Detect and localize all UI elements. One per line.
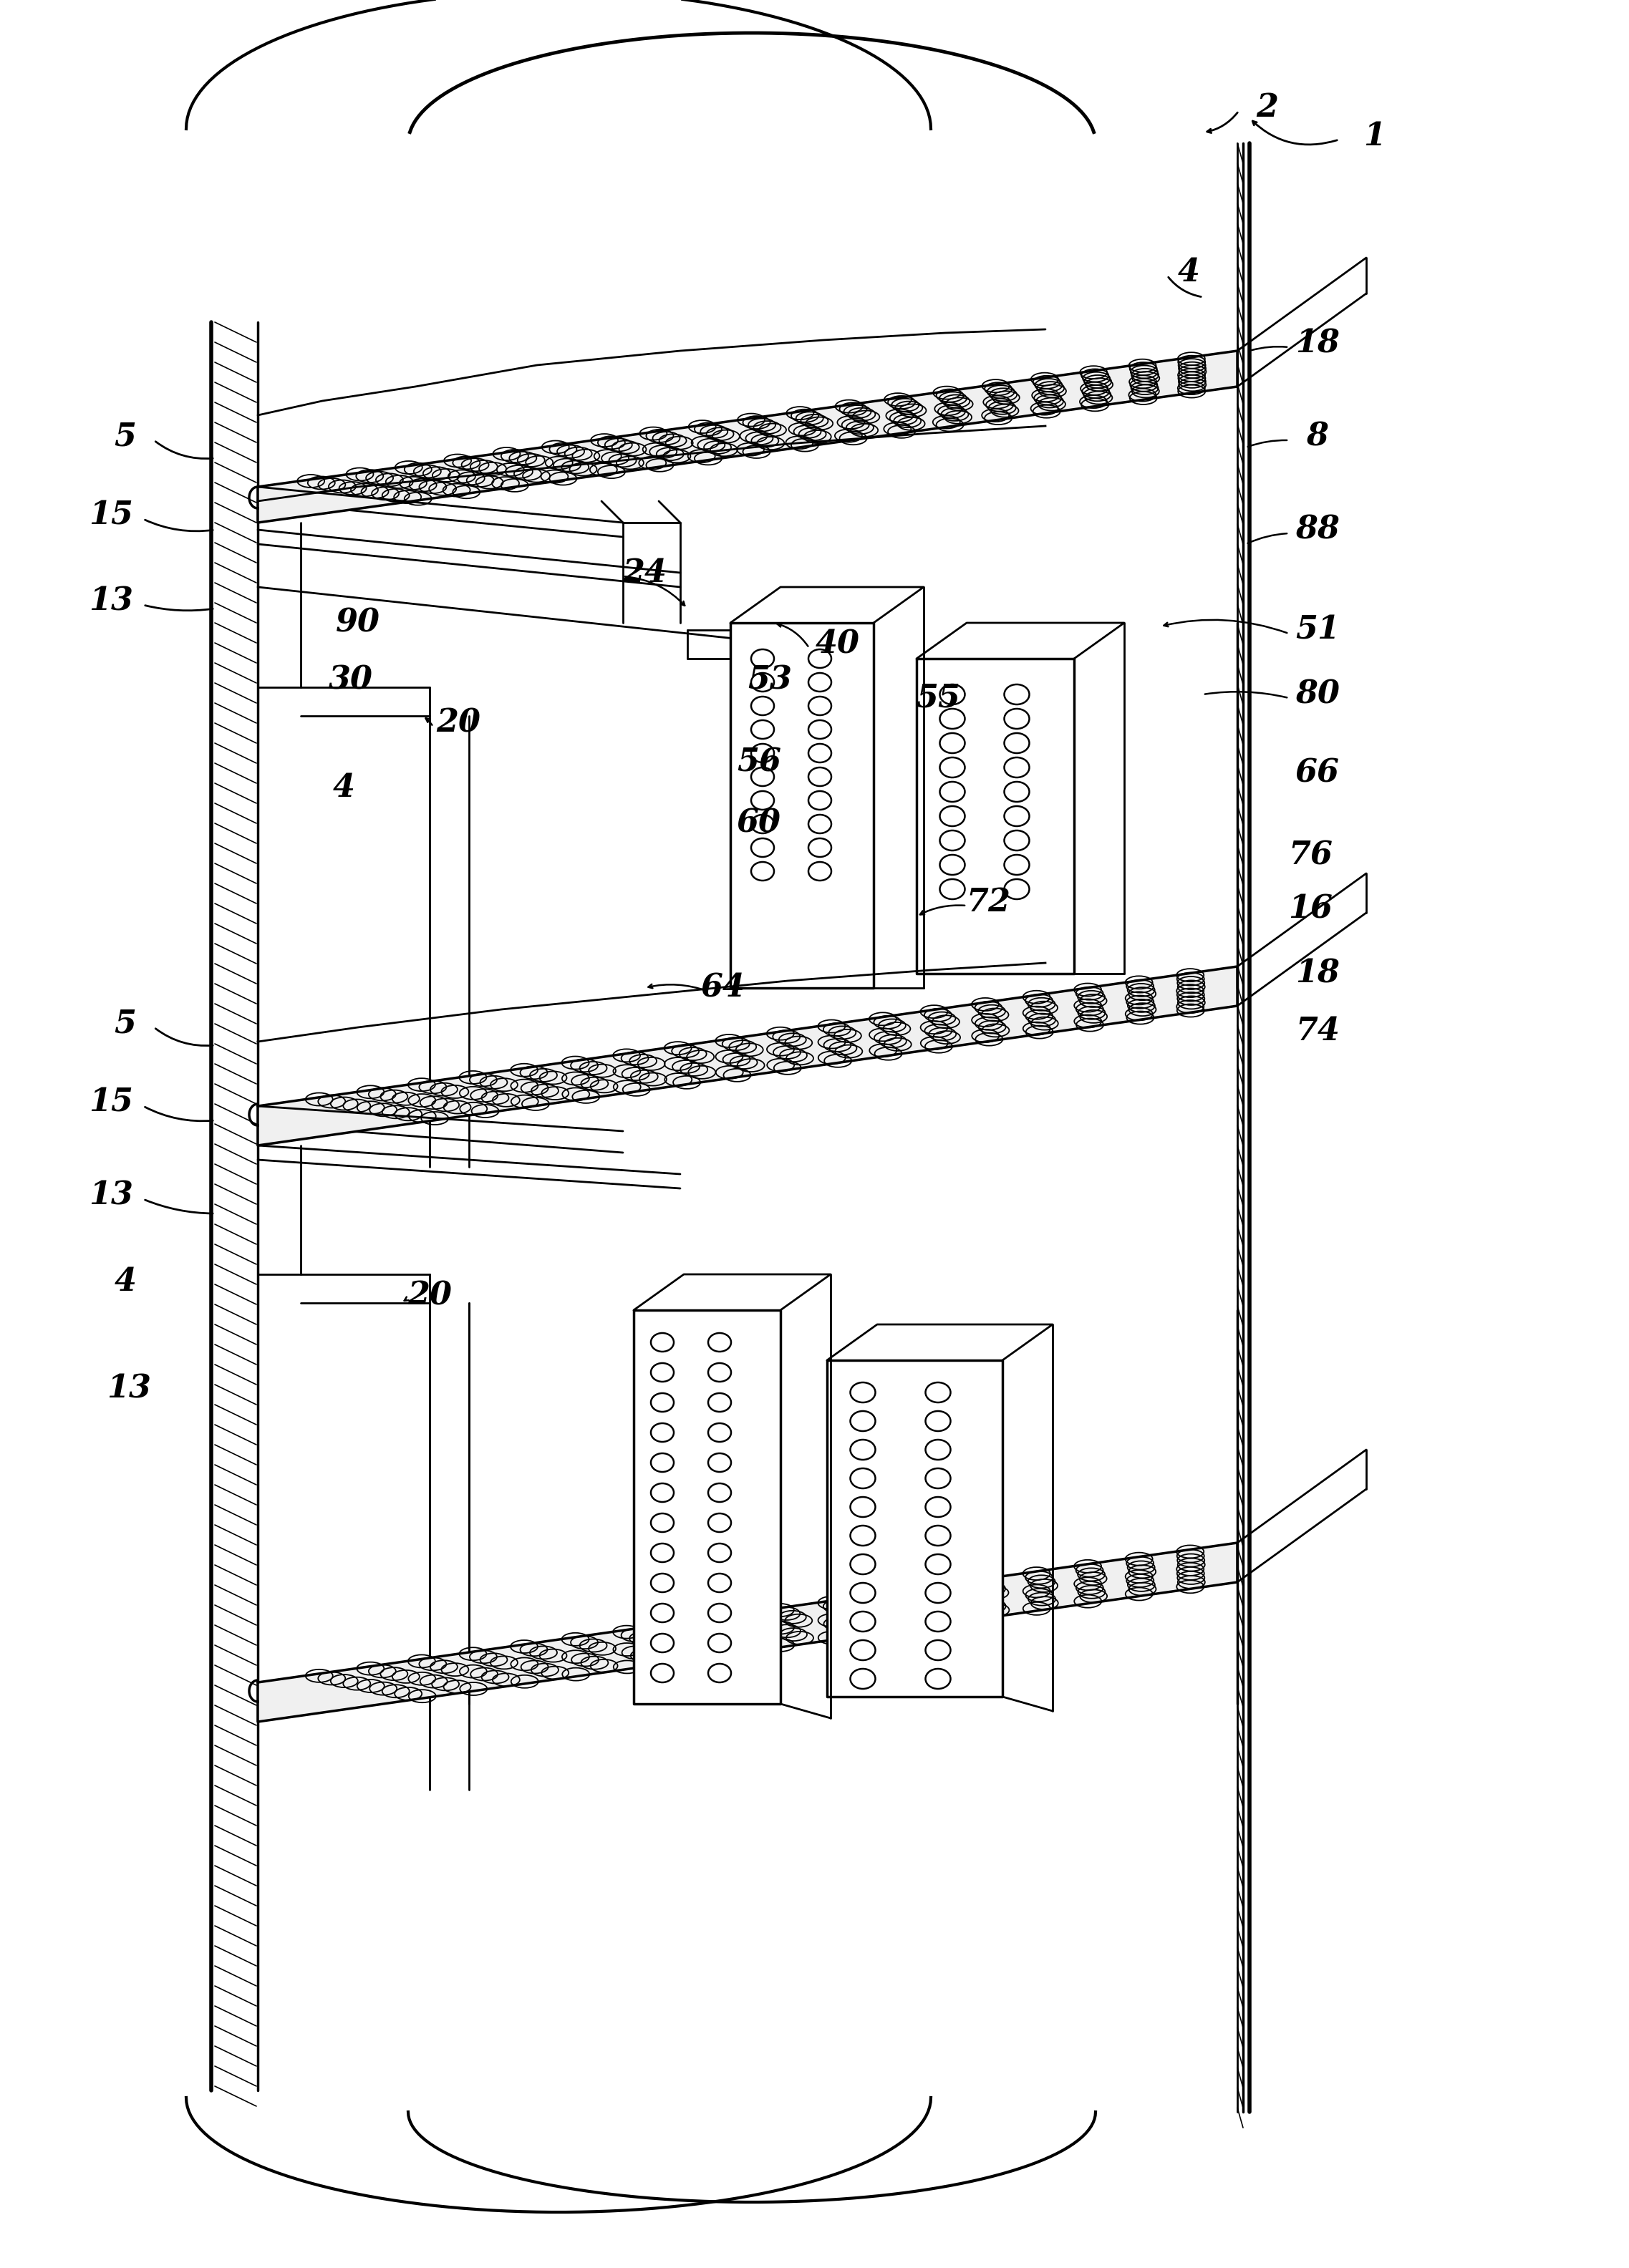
Text: 56: 56 <box>736 746 782 778</box>
Text: 18: 18 <box>1295 959 1339 989</box>
Text: 1: 1 <box>1363 120 1386 152</box>
Text: 60: 60 <box>736 807 782 839</box>
Text: 4: 4 <box>332 771 355 803</box>
Text: 20: 20 <box>437 708 481 739</box>
Text: 76: 76 <box>1289 839 1333 871</box>
Polygon shape <box>257 352 1238 522</box>
Polygon shape <box>730 624 873 989</box>
Text: 88: 88 <box>1295 515 1339 544</box>
Text: 18: 18 <box>1295 329 1339 358</box>
Polygon shape <box>634 1311 780 1703</box>
Polygon shape <box>257 1542 1238 1721</box>
Text: 66: 66 <box>1295 758 1339 789</box>
Text: 24: 24 <box>622 558 666 587</box>
Text: 55: 55 <box>915 683 959 714</box>
Text: 53: 53 <box>748 665 792 696</box>
Text: 4: 4 <box>114 1266 137 1297</box>
Text: 4: 4 <box>1178 256 1199 288</box>
Text: 13: 13 <box>90 1179 134 1211</box>
Polygon shape <box>828 1361 1002 1696</box>
Polygon shape <box>257 966 1238 1145</box>
Text: 8: 8 <box>1306 422 1329 451</box>
Text: 5: 5 <box>114 1009 137 1039</box>
Text: 5: 5 <box>114 422 137 451</box>
Text: 51: 51 <box>1295 615 1339 646</box>
Text: 72: 72 <box>966 887 1010 919</box>
Text: 13: 13 <box>106 1374 151 1404</box>
Text: 90: 90 <box>336 608 380 637</box>
Text: 80: 80 <box>1295 678 1339 710</box>
Text: 30: 30 <box>329 665 373 696</box>
Text: 64: 64 <box>700 973 746 1002</box>
Text: 20: 20 <box>407 1281 451 1311</box>
Polygon shape <box>917 658 1074 973</box>
Text: 74: 74 <box>1295 1016 1339 1046</box>
Text: 40: 40 <box>816 628 860 660</box>
Text: 13: 13 <box>90 585 134 617</box>
Text: 2: 2 <box>1256 93 1279 122</box>
Text: 16: 16 <box>1289 894 1333 925</box>
Text: 15: 15 <box>90 1086 134 1118</box>
Text: 15: 15 <box>90 499 134 531</box>
